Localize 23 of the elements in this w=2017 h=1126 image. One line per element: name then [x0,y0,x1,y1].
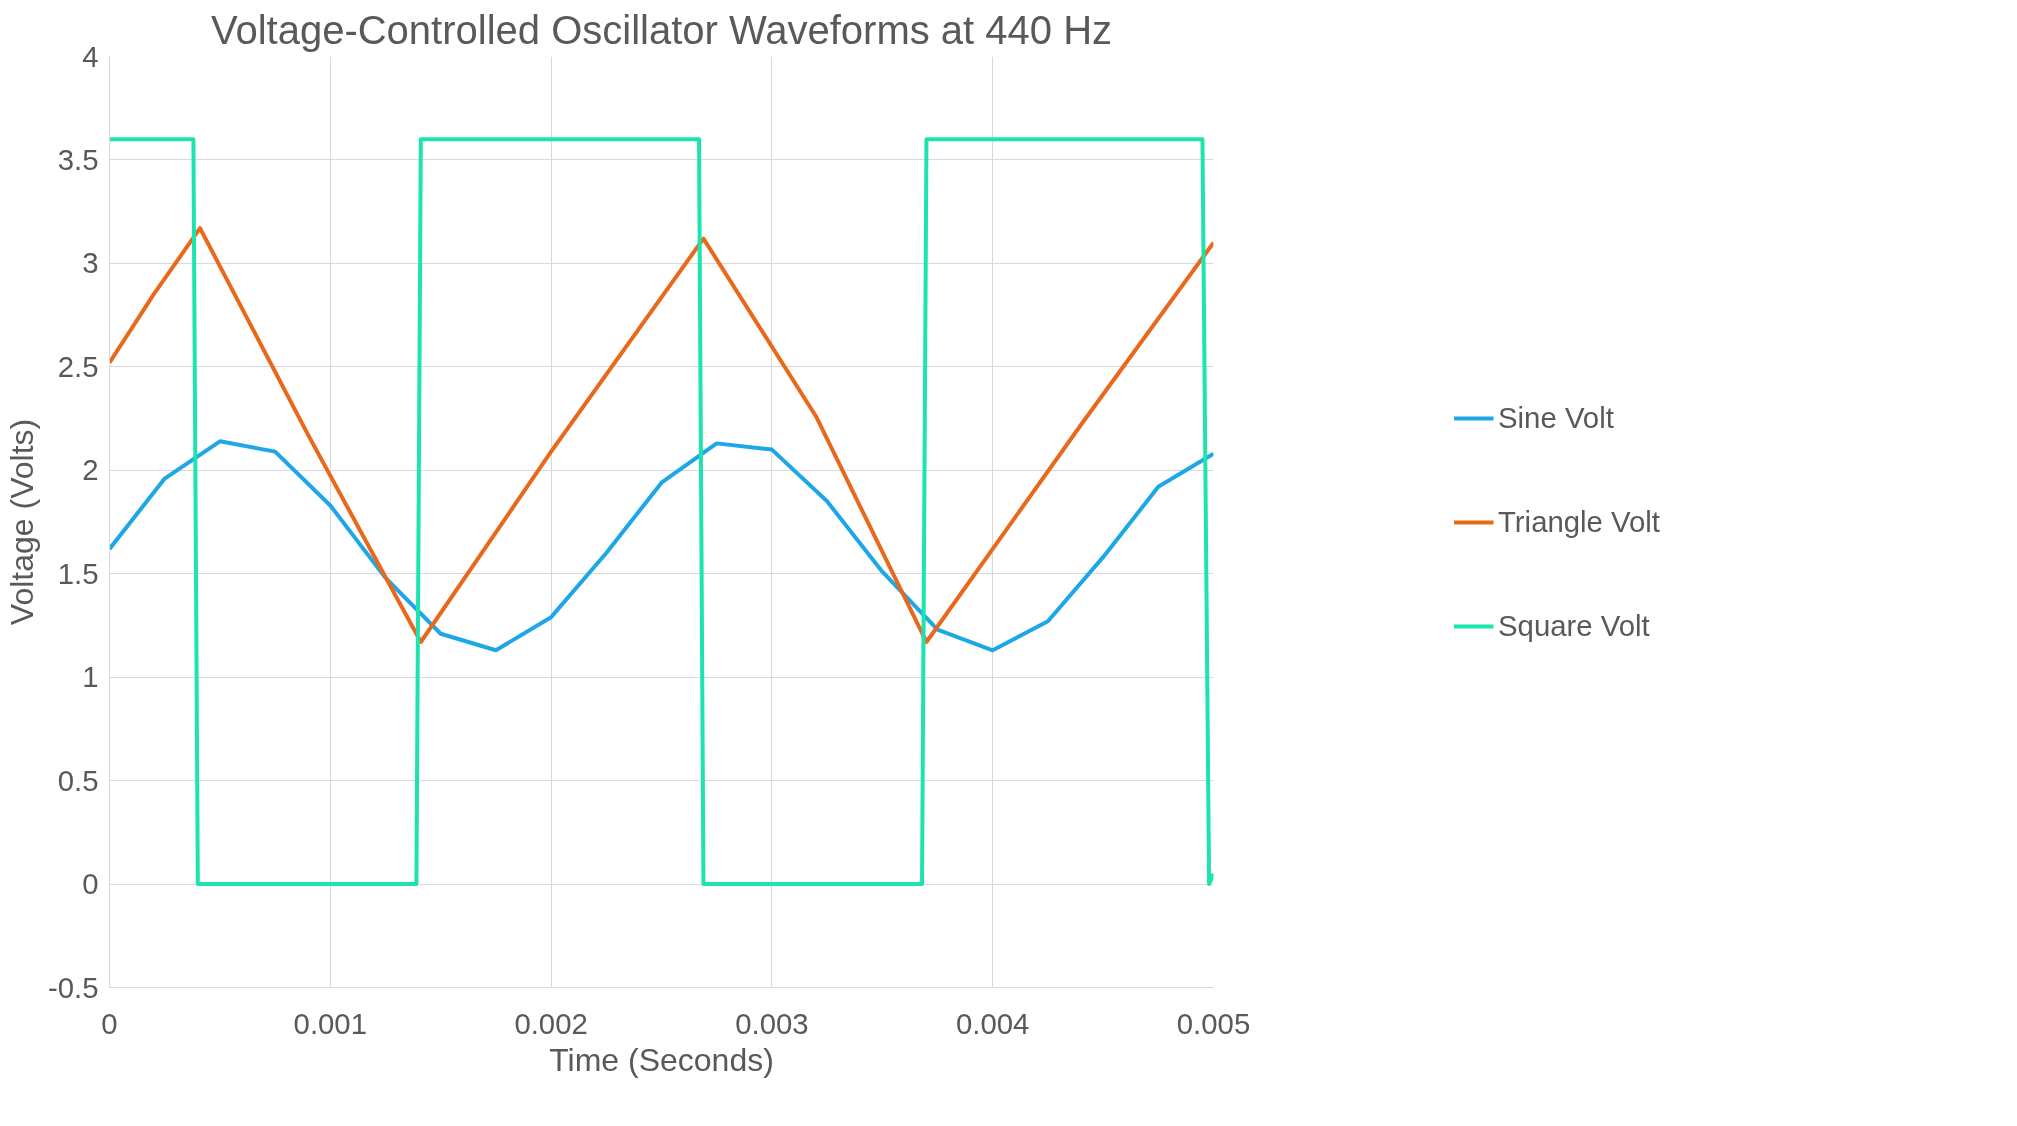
x-tick-label: 0.003 [735,1006,809,1040]
y-tick-label: 3.5 [57,142,99,176]
y-tick-label: 0.5 [57,763,99,797]
line-series [109,439,1214,653]
y-tick-label: 2.5 [57,349,99,383]
chart-title: Voltage-Controlled Oscillator Waveforms at 440 Hz [210,7,1113,52]
y-tick-label: 3 [82,246,99,280]
y-axis-title: Voltage (Volts) [3,418,40,626]
legend-label: Sine Volt [1498,400,1614,435]
y-tick-label: -0.5 [47,970,99,1004]
legend-label: Triangle Volt [1498,504,1660,539]
y-tick-label: 0 [82,867,99,901]
x-tick-label: 0.002 [514,1006,588,1040]
y-tick-label: 1.5 [57,556,99,590]
y-tick-label: 1 [82,660,99,694]
y-tick-label: 4 [82,39,99,73]
x-tick-label: 0.004 [956,1006,1030,1040]
x-tick-label: 0.001 [293,1006,368,1040]
x-tick-label: 0.005 [1176,1006,1251,1040]
y-tick-label: 2 [82,453,99,487]
line-series [109,226,1214,644]
legend-label: Square Volt [1498,608,1650,643]
x-axis-title: Time (Seconds) [549,1041,774,1078]
